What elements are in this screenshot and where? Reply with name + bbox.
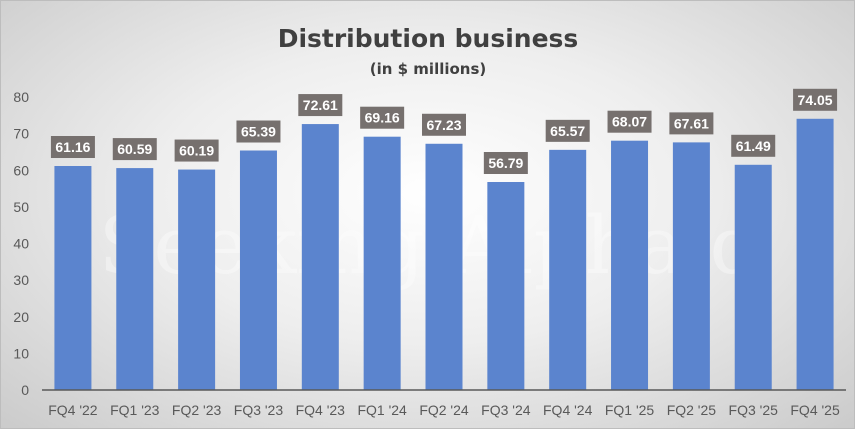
bar (178, 169, 216, 390)
data-label-box (483, 152, 528, 175)
data-label-box (50, 136, 95, 159)
x-tick-label: FQ4 '24 (543, 402, 593, 418)
y-tick-label: 70 (13, 126, 29, 142)
y-tick-label: 30 (13, 272, 29, 288)
data-label-box (236, 120, 281, 143)
bar (116, 168, 154, 390)
x-tick-label: FQ3 '23 (234, 402, 284, 418)
x-tick-label: FQ4 '25 (790, 402, 840, 418)
bar (487, 182, 525, 390)
data-label-box (731, 134, 776, 157)
x-tick-label: FQ4 '23 (296, 402, 346, 418)
bar (301, 124, 339, 391)
data-label: 61.49 (736, 138, 771, 154)
data-label: 61.16 (55, 139, 90, 155)
data-label: 68.07 (612, 114, 647, 130)
data-label-box (669, 112, 714, 135)
bar (672, 142, 710, 390)
data-label: 69.16 (365, 110, 400, 126)
bar (239, 150, 277, 390)
data-label-box (298, 94, 343, 117)
bar (425, 143, 463, 390)
x-tick-label: FQ1 '25 (605, 402, 655, 418)
x-tick-label: FQ1 '23 (110, 402, 160, 418)
x-tick-label: FQ2 '25 (667, 402, 717, 418)
data-label: 67.61 (674, 115, 709, 131)
y-tick-label: 60 (13, 162, 29, 178)
y-tick-label: 50 (13, 199, 29, 215)
data-label: 56.79 (488, 155, 523, 171)
bar (796, 118, 834, 391)
data-label-box (112, 138, 157, 161)
chart-title: Distribution business (278, 24, 579, 53)
bar (549, 149, 587, 390)
x-tick-label: FQ4 '22 (48, 402, 98, 418)
x-tick-label: FQ2 '24 (419, 402, 469, 418)
x-tick-label: FQ2 '23 (172, 402, 222, 418)
bar (734, 164, 772, 390)
x-tick-label: FQ3 '25 (729, 402, 779, 418)
data-label-box (545, 119, 590, 142)
bar (54, 166, 92, 390)
data-label: 72.61 (303, 97, 338, 113)
y-tick-label: 10 (13, 345, 29, 361)
data-label: 60.59 (117, 141, 152, 157)
data-label: 65.57 (550, 123, 585, 139)
x-tick-label: FQ3 '24 (481, 402, 531, 418)
data-label: 65.39 (241, 124, 276, 140)
data-label-box (360, 106, 405, 129)
y-tick-label: 0 (21, 382, 29, 398)
x-tick-label: FQ1 '24 (357, 402, 407, 418)
data-label: 74.05 (798, 92, 833, 108)
data-label-box (174, 139, 219, 162)
bar (363, 136, 401, 390)
data-label: 60.19 (179, 143, 214, 159)
y-tick-label: 40 (13, 236, 29, 252)
data-label-box (607, 110, 652, 133)
data-label-box (422, 113, 466, 136)
chart-subtitle: (in $ millions) (370, 60, 487, 78)
data-label: 67.23 (426, 117, 461, 133)
data-label-box (793, 88, 838, 111)
y-tick-label: 80 (13, 89, 29, 105)
bar (611, 140, 649, 390)
y-tick-label: 20 (13, 309, 29, 325)
